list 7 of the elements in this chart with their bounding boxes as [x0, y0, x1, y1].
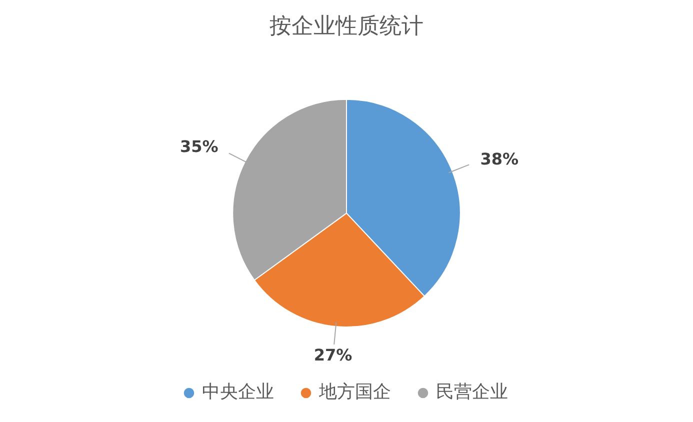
legend-label: 中央企业 — [202, 382, 274, 403]
legend-label: 地方国企 — [318, 382, 391, 403]
data-label: 27% — [314, 346, 352, 365]
data-label: 38% — [480, 149, 519, 168]
data-label: 35% — [180, 137, 218, 156]
chart-title: 按企业性质统计 — [270, 14, 424, 39]
legend-label: 民营企业 — [436, 382, 508, 403]
